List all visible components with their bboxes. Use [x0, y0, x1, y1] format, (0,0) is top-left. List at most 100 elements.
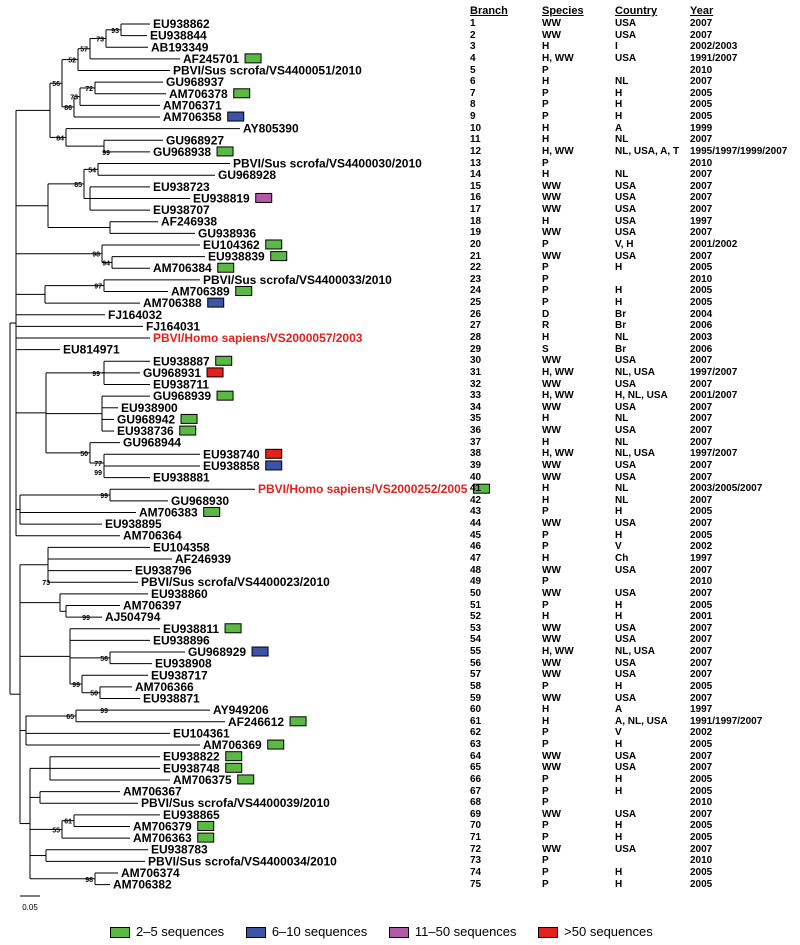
cell-country: USA [615, 750, 637, 762]
cell-species: H [542, 332, 550, 343]
table-row: 33 H, WW H, NL, USA 2001/2007 [0, 390, 800, 402]
cell-year: 2005 [690, 599, 713, 611]
sequence-count-box [251, 646, 269, 657]
cell-year: 2007 [690, 378, 713, 390]
taxon-label: EU938740 [203, 447, 260, 461]
table-row: 42 H NL 2007 [0, 495, 800, 507]
cell-branch: 3 [470, 41, 476, 53]
cell-species: WW [542, 808, 561, 820]
cell-year: 2007 [690, 657, 713, 669]
table-row: 30 WW USA 2007 [0, 355, 800, 367]
cell-country: Br [615, 343, 627, 355]
cell-year: 1997 [690, 215, 713, 227]
cell-species: WW [542, 634, 561, 646]
table-row: 41 H NL 2003/2005/2007 [0, 483, 800, 495]
cell-year: 2007 [690, 471, 713, 483]
table-row: 29 S Br 2006 [0, 344, 800, 356]
cell-species: WW [542, 401, 561, 413]
taxon-label: AM706378 [169, 87, 228, 101]
bootstrap-value: 84 [56, 135, 64, 142]
sequence-count-box [225, 762, 243, 773]
cell-year: 2005 [690, 832, 713, 844]
bootstrap-value: 99 [92, 371, 100, 378]
table-row: 69 WW USA 2007 [0, 809, 800, 821]
table-row: 15 WW USA 2007 [0, 181, 800, 193]
cell-species: P [542, 64, 549, 76]
cell-country: USA [615, 564, 637, 576]
cell-country: USA [615, 250, 637, 262]
taxon-label: EU938783 [151, 843, 208, 857]
cell-year: 2010 [690, 797, 713, 809]
cell-species: WW [542, 564, 561, 576]
taxon-label: EU938860 [151, 587, 208, 601]
cell-country: USA [615, 204, 637, 216]
cell-year: 1999 [690, 122, 713, 134]
cell-country: H [615, 832, 623, 844]
cell-country: V, H [615, 238, 634, 250]
cell-species: P [542, 506, 549, 518]
cell-country: USA [615, 180, 637, 192]
taxon-label: GU968937 [166, 75, 224, 89]
cell-country: USA [615, 227, 637, 239]
taxon-label: GU968939 [153, 389, 211, 403]
cell-species: H, WW [542, 646, 574, 658]
table-row: 32 WW USA 2007 [0, 379, 800, 391]
cell-branch: 12 [470, 145, 482, 157]
cell-branch: 10 [470, 122, 482, 134]
cell-country: NL [615, 76, 629, 88]
cell-branch: 17 [470, 204, 482, 216]
cell-species: H [542, 483, 550, 495]
table-row: 62 P V 2002 [0, 727, 800, 739]
cell-branch: 66 [470, 773, 482, 785]
cell-year: 1997/2007 [690, 448, 738, 460]
cell-year: 2006 [690, 320, 713, 332]
cell-year: 2007 [690, 494, 713, 506]
taxon-label: FJ164031 [146, 319, 200, 333]
taxon-label: GU968942 [117, 412, 175, 426]
cell-year: 2002/2003 [690, 41, 738, 53]
cell-year: 2004 [690, 308, 713, 320]
cell-branch: 2 [470, 29, 476, 41]
cell-branch: 71 [470, 832, 482, 844]
cell-year: 2005 [690, 739, 713, 751]
cell-species: WW [542, 425, 561, 437]
cell-species: S [542, 343, 549, 355]
cell-country: H [615, 87, 623, 99]
cell-species: P [542, 866, 549, 878]
cell-branch: 15 [470, 180, 482, 192]
table-row: 3 H I 2002/2003 [0, 41, 800, 53]
cell-species: H, WW [542, 448, 574, 460]
cell-branch: 75 [470, 878, 482, 890]
taxon-label: AB193349 [151, 40, 209, 54]
cell-year: 2005 [690, 866, 713, 878]
taxon-label: AM706379 [133, 819, 192, 833]
taxon-label: AM706383 [139, 505, 198, 519]
cell-year: 2007 [690, 18, 713, 29]
cell-year: 2005 [690, 529, 713, 541]
cell-species: P [542, 297, 549, 309]
sequence-count-box [267, 739, 285, 750]
legend-label: 6–10 sequences [271, 924, 368, 939]
table-row: 31 H, WW NL, USA 1997/2007 [0, 367, 800, 379]
taxon-label: AM706363 [133, 831, 192, 845]
cell-branch: 56 [470, 657, 482, 669]
cell-country: V [615, 541, 622, 553]
cell-branch: 37 [470, 436, 482, 448]
cell-year: 2007 [690, 587, 713, 599]
cell-branch: 35 [470, 413, 482, 425]
sequence-count-box [203, 506, 221, 517]
legend-swatch-blue [245, 927, 266, 939]
cell-species: P [542, 262, 549, 274]
cell-year: 2010 [690, 157, 713, 169]
table-row: 66 P H 2005 [0, 774, 800, 786]
cell-country: H [615, 99, 623, 111]
table-row: 45 P H 2005 [0, 530, 800, 542]
cell-country: USA [615, 762, 637, 774]
sequence-count-box [227, 111, 245, 122]
cell-country: H [615, 111, 623, 123]
taxon-label: EU104362 [203, 238, 260, 252]
cell-country: USA [615, 634, 637, 646]
sequence-count-box [265, 239, 283, 250]
cell-branch: 40 [470, 471, 482, 483]
cell-year: 2001/2002 [690, 238, 738, 250]
